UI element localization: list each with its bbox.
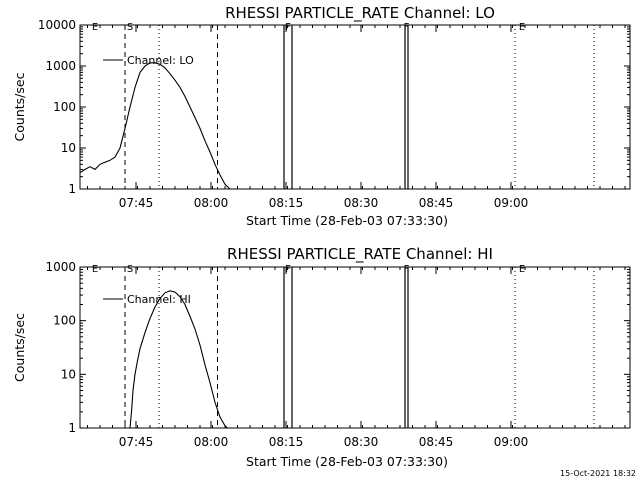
- x-tick-label: 09:00: [494, 435, 529, 449]
- y-tick-label: 1000: [45, 59, 76, 73]
- y-tick-label: 1000: [45, 260, 76, 274]
- event-marker: F: [285, 264, 291, 275]
- event-marker: F: [404, 22, 410, 33]
- y-tick-label: 10: [61, 367, 76, 381]
- chart-title: RHESSI PARTICLE_RATE Channel: HI: [227, 245, 493, 264]
- timestamp: 15-Oct-2021 18:32: [560, 469, 636, 478]
- event-marker: E: [519, 264, 525, 275]
- x-tick-label: 08:30: [344, 435, 379, 449]
- event-marker: S: [127, 22, 133, 33]
- x-tick-label: 09:00: [494, 196, 529, 210]
- event-marker: F: [404, 264, 410, 275]
- y-axis-label: Counts/sec: [12, 313, 27, 382]
- event-marker: F: [285, 22, 291, 33]
- y-tick-label: 1: [68, 182, 76, 196]
- plot-frame: [79, 266, 631, 429]
- series-line: [129, 290, 228, 429]
- x-axis-label: Start Time (28-Feb-03 07:33:30): [246, 454, 448, 469]
- chart-title: RHESSI PARTICLE_RATE Channel: LO: [225, 4, 495, 23]
- x-tick-label: 08:45: [419, 196, 454, 210]
- panel-2: RHESSI PARTICLE_RATE Channel: HI 1 10 100 10…: [12, 245, 631, 469]
- x-tick-label: 08:15: [269, 196, 304, 210]
- panel-1: RHESSI PARTICLE_RATE Channel: LO 1 10 100 10…: [12, 4, 631, 228]
- event-marker: S: [127, 264, 133, 275]
- x-tick-label: 07:45: [119, 435, 154, 449]
- x-tick-label: 08:15: [269, 435, 304, 449]
- y-tick-label: 10: [61, 141, 76, 155]
- x-tick-label: 08:30: [344, 196, 379, 210]
- y-tick-label: 100: [53, 100, 76, 114]
- legend-label: Channel: LO: [127, 54, 194, 67]
- x-axis-label: Start Time (28-Feb-03 07:33:30): [246, 213, 448, 228]
- series-line: [79, 62, 235, 190]
- event-marker: E: [519, 22, 525, 33]
- x-tick-label: 08:45: [419, 435, 454, 449]
- y-axis-label: Counts/sec: [12, 72, 27, 141]
- plot-frame: [79, 24, 631, 190]
- event-marker: E: [92, 22, 98, 33]
- y-tick-label: 1: [68, 421, 76, 435]
- y-tick-label: 100: [53, 314, 76, 328]
- x-tick-label: 08:00: [194, 435, 229, 449]
- y-tick-label: 10000: [38, 18, 76, 32]
- x-tick-label: 07:45: [119, 196, 154, 210]
- x-tick-label: 08:00: [194, 196, 229, 210]
- event-marker: E: [92, 264, 98, 275]
